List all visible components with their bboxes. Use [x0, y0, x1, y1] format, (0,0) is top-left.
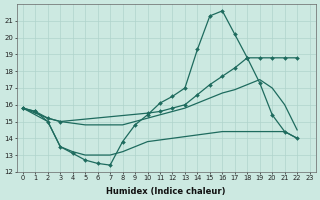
X-axis label: Humidex (Indice chaleur): Humidex (Indice chaleur): [107, 187, 226, 196]
